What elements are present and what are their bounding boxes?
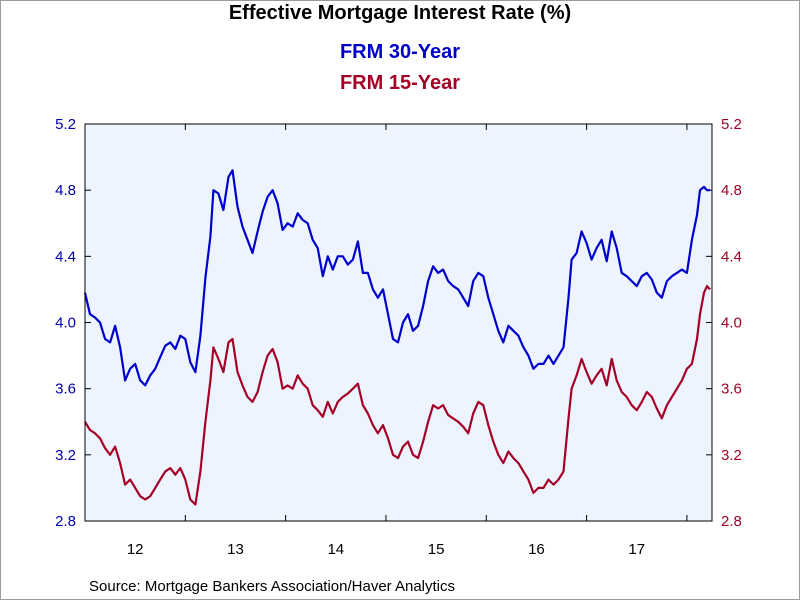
legend-frm30: FRM 30-Year	[339, 41, 461, 63]
y-tick-label-left: 3.6	[55, 381, 76, 398]
x-tick-label: 14	[327, 541, 344, 558]
chart-title: Effective Mortgage Interest Rate (%)	[228, 2, 572, 24]
axis-ticks: 2.8 2.8 3.2 3.2 3.6 3.6 4.0 4.0 4.4 4.4 4.8 4.8 5.2 5…	[55, 116, 742, 558]
x-tick-label: 16	[528, 541, 545, 558]
legend-frm15: FRM 15-Year	[339, 72, 461, 94]
x-tick-label: 17	[628, 541, 645, 558]
y-tick-label-left: 4.8	[55, 182, 76, 199]
y-tick-label-right: 3.6	[721, 381, 742, 398]
y-tick-label-left: 3.2	[55, 447, 76, 464]
y-tick-label-right: 3.2	[721, 447, 742, 464]
y-tick-label-right: 2.8	[721, 513, 742, 530]
x-tick-label: 15	[428, 541, 445, 558]
series-line-frm15	[84, 285, 711, 506]
y-tick-label-left: 5.2	[55, 116, 76, 133]
y-tick-label-right: 4.8	[721, 182, 742, 199]
y-tick-label-right: 4.0	[721, 315, 742, 332]
plot-area	[85, 124, 712, 521]
series-lines	[83, 169, 711, 506]
plot-border	[84, 123, 713, 522]
y-tick-label-right: 5.2	[721, 116, 742, 133]
y-tick-label-left: 4.0	[55, 315, 76, 332]
y-tick-label-left: 4.4	[55, 248, 76, 265]
series-line-frm30	[83, 169, 710, 387]
x-tick-label: 12	[127, 541, 144, 558]
y-tick-label-right: 4.4	[721, 248, 742, 265]
y-tick-label-left: 2.8	[55, 513, 76, 530]
x-tick-label: 13	[227, 541, 244, 558]
source-note: Source: Mortgage Bankers Association/Hav…	[89, 578, 456, 595]
